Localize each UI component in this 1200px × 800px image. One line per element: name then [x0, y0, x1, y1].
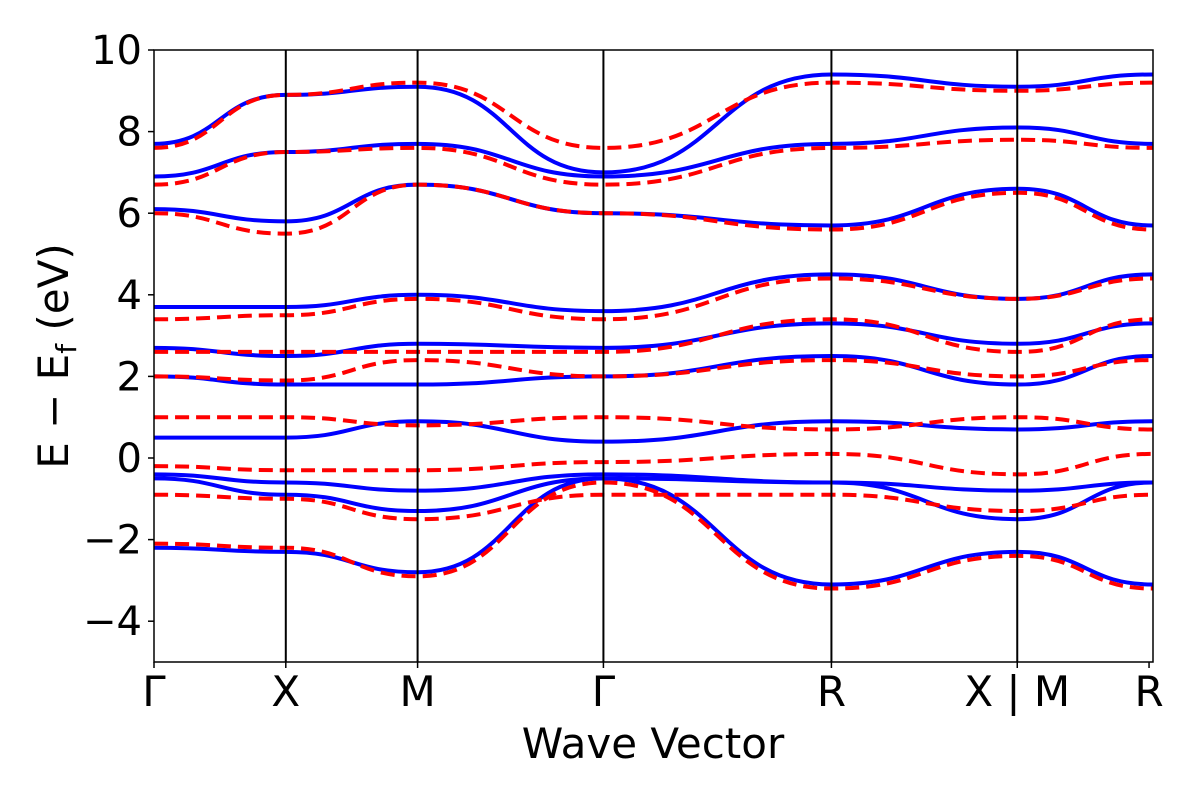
dashed-band-2 [154, 492, 1153, 522]
dashed-band-5 [154, 358, 1153, 383]
dashed-band-7 [154, 276, 1153, 322]
y-tick-label: −4 [83, 599, 142, 645]
dashed-band-9 [154, 137, 1153, 187]
x-axis-label: Wave Vector [522, 719, 785, 768]
x-tick-label: R [817, 667, 846, 716]
solid-band-7 [154, 272, 1153, 314]
bands-layer [154, 72, 1153, 591]
x-tick-label: R [1134, 667, 1163, 716]
x-tick-label: X | M [964, 667, 1070, 716]
y-tick-label: 0 [117, 436, 142, 482]
x-tick-label: X [271, 667, 300, 716]
y-axis-label-main: E − E [29, 354, 78, 469]
dashed-band-3 [154, 451, 1153, 477]
x-tick-label: Γ [142, 667, 166, 716]
x-tick-label: Γ [592, 667, 616, 716]
dashed-band-6 [154, 317, 1153, 354]
y-tick-label: 4 [117, 273, 142, 319]
dashed-band-8 [154, 182, 1153, 236]
y-tick-label: 8 [117, 110, 142, 156]
solid-band-2 [154, 476, 1153, 522]
solid-band-4 [154, 419, 1153, 444]
x-tick-label: M [399, 667, 435, 716]
solid-band-8 [154, 182, 1153, 228]
y-tick-label: −2 [83, 518, 142, 564]
y-axis-label-unit: (eV) [29, 243, 78, 344]
dashed-band-1 [154, 480, 1153, 591]
y-tick-label: 10 [91, 28, 142, 74]
solid-band-3 [154, 472, 1153, 493]
y-tick-label: 2 [117, 354, 142, 400]
y-tick-label: 6 [117, 191, 142, 237]
y-axis-ticks: −4 −2 0 2 4 6 8 10 [83, 28, 154, 645]
solid-band-6 [154, 321, 1153, 359]
y-axis-label-subscript: f [50, 343, 83, 354]
x-axis-ticks: Γ X M Γ R X | M R [142, 662, 1164, 716]
plot-frame [153, 49, 1154, 663]
dashed-band-4 [154, 415, 1153, 432]
high-symmetry-lines [284, 50, 1019, 662]
y-axis-label: E − Ef (eV) [29, 243, 83, 469]
